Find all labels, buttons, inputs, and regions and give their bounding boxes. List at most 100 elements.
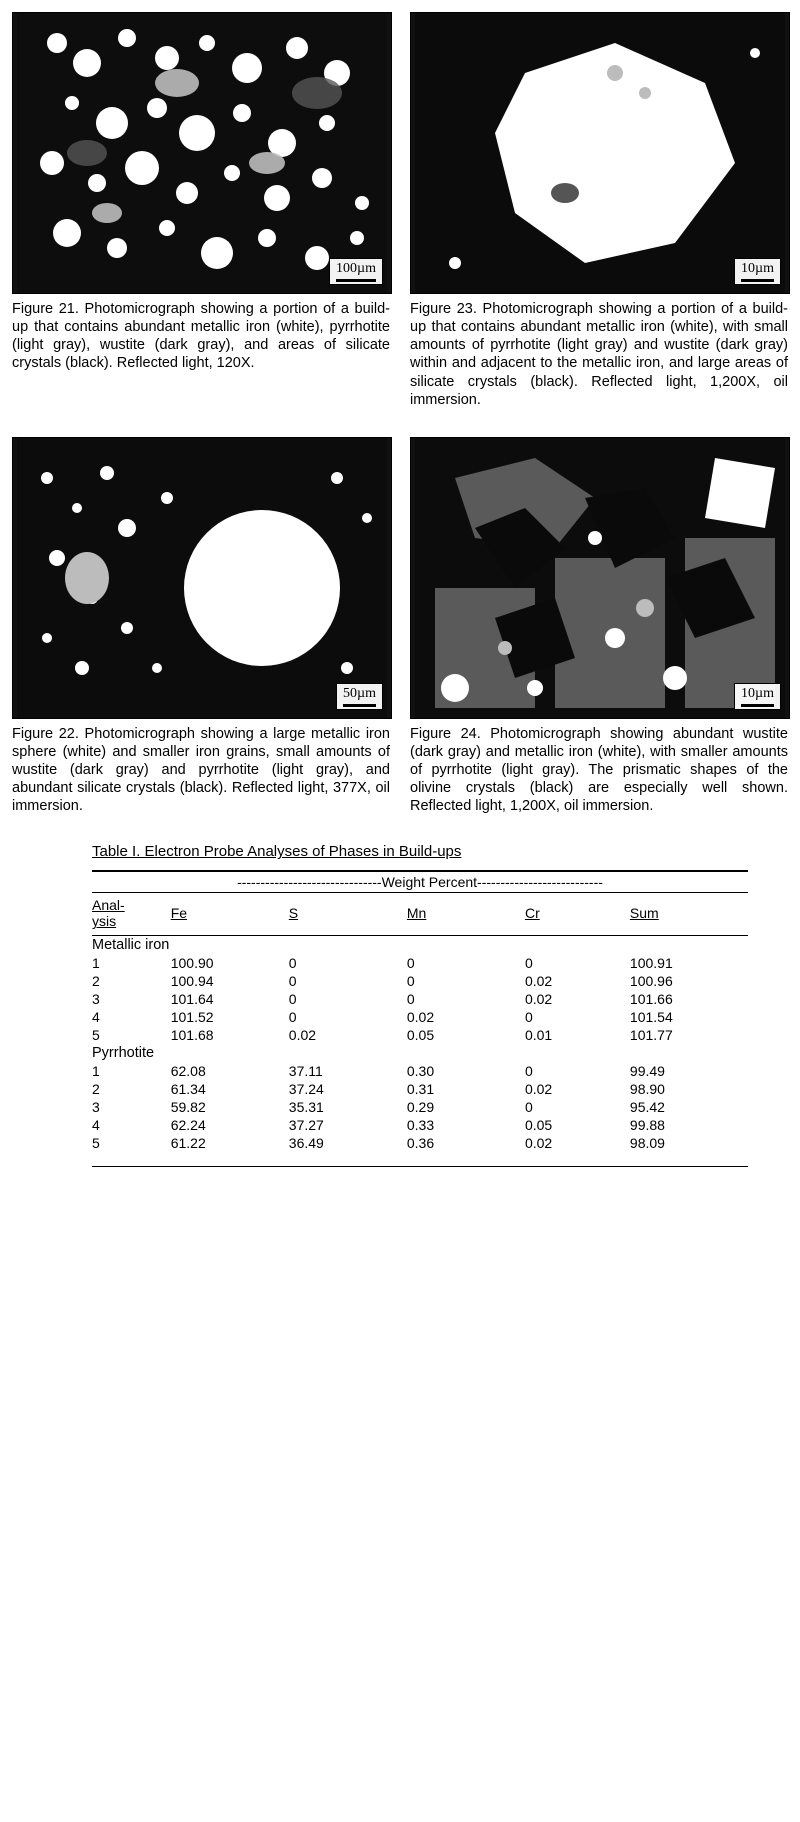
cell-sum: 101.54 [630, 1008, 748, 1026]
cell-sum: 100.96 [630, 972, 748, 990]
cell-mn: 0.36 [407, 1134, 525, 1152]
table-1: Table I. Electron Probe Analyses of Phas… [92, 843, 748, 1167]
cell-s: 36.49 [289, 1134, 407, 1152]
scalebar-23-text: 10µm [741, 261, 774, 276]
scalebar-22: 50µm [336, 683, 383, 710]
caption-24-lead: Figure 24. [410, 726, 481, 742]
cell-fe: 101.64 [171, 990, 289, 1008]
col-analysis-l1: Anal- [92, 897, 125, 913]
col-analysis: Anal- ysis [92, 893, 171, 936]
cell-n: 5 [92, 1026, 171, 1044]
caption-21-lead: Figure 21. [12, 301, 79, 317]
col-sum: Sum [630, 893, 748, 936]
table-row: 1100.90000100.91 [92, 954, 748, 972]
cell-mn: 0.29 [407, 1098, 525, 1116]
table-row: 162.0837.110.30099.49 [92, 1062, 748, 1080]
micrograph-23-svg [411, 13, 789, 293]
cell-n: 3 [92, 1098, 171, 1116]
cell-s: 0 [289, 972, 407, 990]
cell-n: 4 [92, 1116, 171, 1134]
cell-mn: 0.33 [407, 1116, 525, 1134]
figure-row-1: 100µm Figure 21. Photomicrograph showing… [12, 12, 788, 409]
cell-cr: 0.01 [525, 1026, 630, 1044]
scalebar-24-line [741, 704, 774, 707]
scalebar-21-line [336, 279, 376, 282]
cell-mn: 0.30 [407, 1062, 525, 1080]
cell-cr: 0.02 [525, 1080, 630, 1098]
cell-s: 0.02 [289, 1026, 407, 1044]
cell-sum: 99.49 [630, 1062, 748, 1080]
table-row: 561.2236.490.360.0298.09 [92, 1134, 748, 1152]
table-section-label: Metallic iron [92, 936, 748, 955]
cell-cr: 0 [525, 1098, 630, 1116]
weight-percent-label: -------------------------------Weight Pe… [92, 874, 748, 890]
cell-fe: 61.34 [171, 1080, 289, 1098]
cell-s: 37.11 [289, 1062, 407, 1080]
caption-23-lead: Figure 23. [410, 301, 477, 317]
figure-21: 100µm Figure 21. Photomicrograph showing… [12, 12, 390, 409]
cell-fe: 59.82 [171, 1098, 289, 1116]
cell-s: 35.31 [289, 1098, 407, 1116]
cell-sum: 100.91 [630, 954, 748, 972]
table-row: 359.8235.310.29095.42 [92, 1098, 748, 1116]
cell-cr: 0 [525, 1062, 630, 1080]
table-title: Table I. Electron Probe Analyses of Phas… [92, 843, 748, 860]
table-row: 462.2437.270.330.0599.88 [92, 1116, 748, 1134]
figure-row-2: 50µm Figure 22. Photomicrograph showing … [12, 437, 788, 816]
cell-sum: 99.88 [630, 1116, 748, 1134]
col-s: S [289, 893, 407, 936]
cell-sum: 101.77 [630, 1026, 748, 1044]
scalebar-23-line [741, 279, 774, 282]
cell-mn: 0.31 [407, 1080, 525, 1098]
cell-cr: 0.02 [525, 990, 630, 1008]
scalebar-22-text: 50µm [343, 686, 376, 701]
micrograph-21-svg [13, 13, 391, 293]
cell-cr: 0.02 [525, 1134, 630, 1152]
cell-fe: 62.08 [171, 1062, 289, 1080]
table-row: 261.3437.240.310.0298.90 [92, 1080, 748, 1098]
cell-s: 0 [289, 1008, 407, 1026]
cell-mn: 0.05 [407, 1026, 525, 1044]
cell-s: 0 [289, 990, 407, 1008]
cell-fe: 101.68 [171, 1026, 289, 1044]
caption-22-lead: Figure 22. [12, 726, 79, 742]
col-fe: Fe [171, 893, 289, 936]
cell-mn: 0 [407, 954, 525, 972]
micrograph-24-svg [411, 438, 789, 718]
cell-cr: 0.05 [525, 1116, 630, 1134]
cell-n: 4 [92, 1008, 171, 1026]
cell-cr: 0.02 [525, 972, 630, 990]
cell-s: 37.27 [289, 1116, 407, 1134]
cell-cr: 0 [525, 954, 630, 972]
cell-s: 0 [289, 954, 407, 972]
micrograph-24: 10µm [410, 437, 790, 719]
caption-23: Figure 23. Photomicrograph showing a por… [410, 300, 788, 409]
table-head: Anal- ysis Fe S Mn Cr Sum [92, 893, 748, 936]
weight-percent-header: -------------------------------Weight Pe… [92, 870, 748, 893]
cell-fe: 100.90 [171, 954, 289, 972]
table-bottom-rule [92, 1166, 748, 1167]
cell-n: 3 [92, 990, 171, 1008]
micrograph-23: 10µm [410, 12, 790, 294]
cell-n: 1 [92, 954, 171, 972]
table-row: 3101.64000.02101.66 [92, 990, 748, 1008]
cell-n: 2 [92, 1080, 171, 1098]
table-row: 5101.680.020.050.01101.77 [92, 1026, 748, 1044]
caption-21: Figure 21. Photomicrograph showing a por… [12, 300, 390, 373]
cell-mn: 0 [407, 972, 525, 990]
figure-23: 10µm Figure 23. Photomicrograph showing … [410, 12, 788, 409]
scalebar-21-text: 100µm [336, 261, 376, 276]
caption-24: Figure 24. Photomicrograph showing abund… [410, 725, 788, 816]
cell-mn: 0 [407, 990, 525, 1008]
cell-sum: 95.42 [630, 1098, 748, 1116]
col-analysis-l2: ysis [92, 913, 116, 929]
figure-22: 50µm Figure 22. Photomicrograph showing … [12, 437, 390, 816]
table-row: 4101.5200.020101.54 [92, 1008, 748, 1026]
cell-s: 37.24 [289, 1080, 407, 1098]
section-label-text: Pyrrhotite [92, 1044, 748, 1062]
cell-sum: 98.90 [630, 1080, 748, 1098]
scalebar-23: 10µm [734, 258, 781, 285]
table-section-label: Pyrrhotite [92, 1044, 748, 1062]
cell-fe: 62.24 [171, 1116, 289, 1134]
col-cr: Cr [525, 893, 630, 936]
